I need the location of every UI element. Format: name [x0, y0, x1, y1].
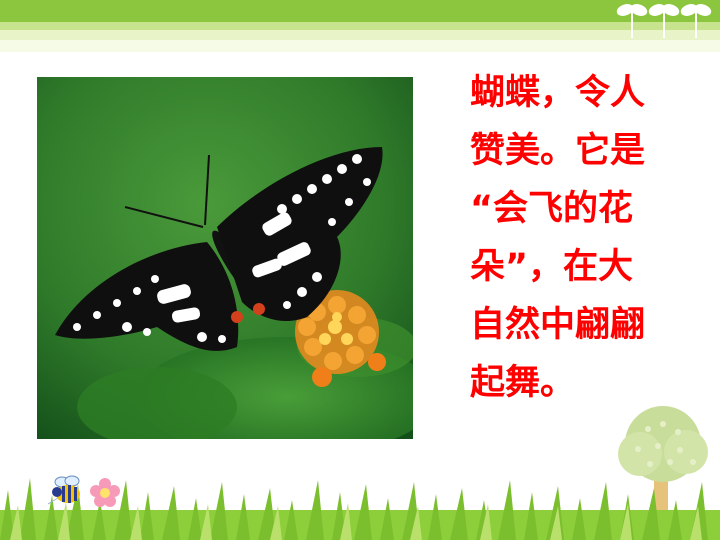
slide-body-text: 蝴蝶，令人 赞美。它是 “会飞的花 朵”，在大 自然中翩翩 起舞。 [470, 64, 716, 412]
tree-icon [618, 406, 708, 514]
text-line: 朵”，在大 [470, 247, 634, 287]
text-line: 蝴蝶，令人 [470, 73, 646, 113]
flower-icon [90, 478, 120, 507]
text-line: 起舞。 [470, 363, 576, 403]
sprout-icon [616, 4, 712, 38]
text-line: 赞美。它是 [470, 131, 646, 171]
butterfly-photo [37, 77, 413, 439]
text-line: 自然中翩翩 [470, 305, 646, 345]
bee-icon [48, 475, 80, 505]
top-banner [0, 0, 720, 52]
grass-decoration [0, 478, 720, 540]
text-line: “会飞的花 [470, 189, 634, 229]
